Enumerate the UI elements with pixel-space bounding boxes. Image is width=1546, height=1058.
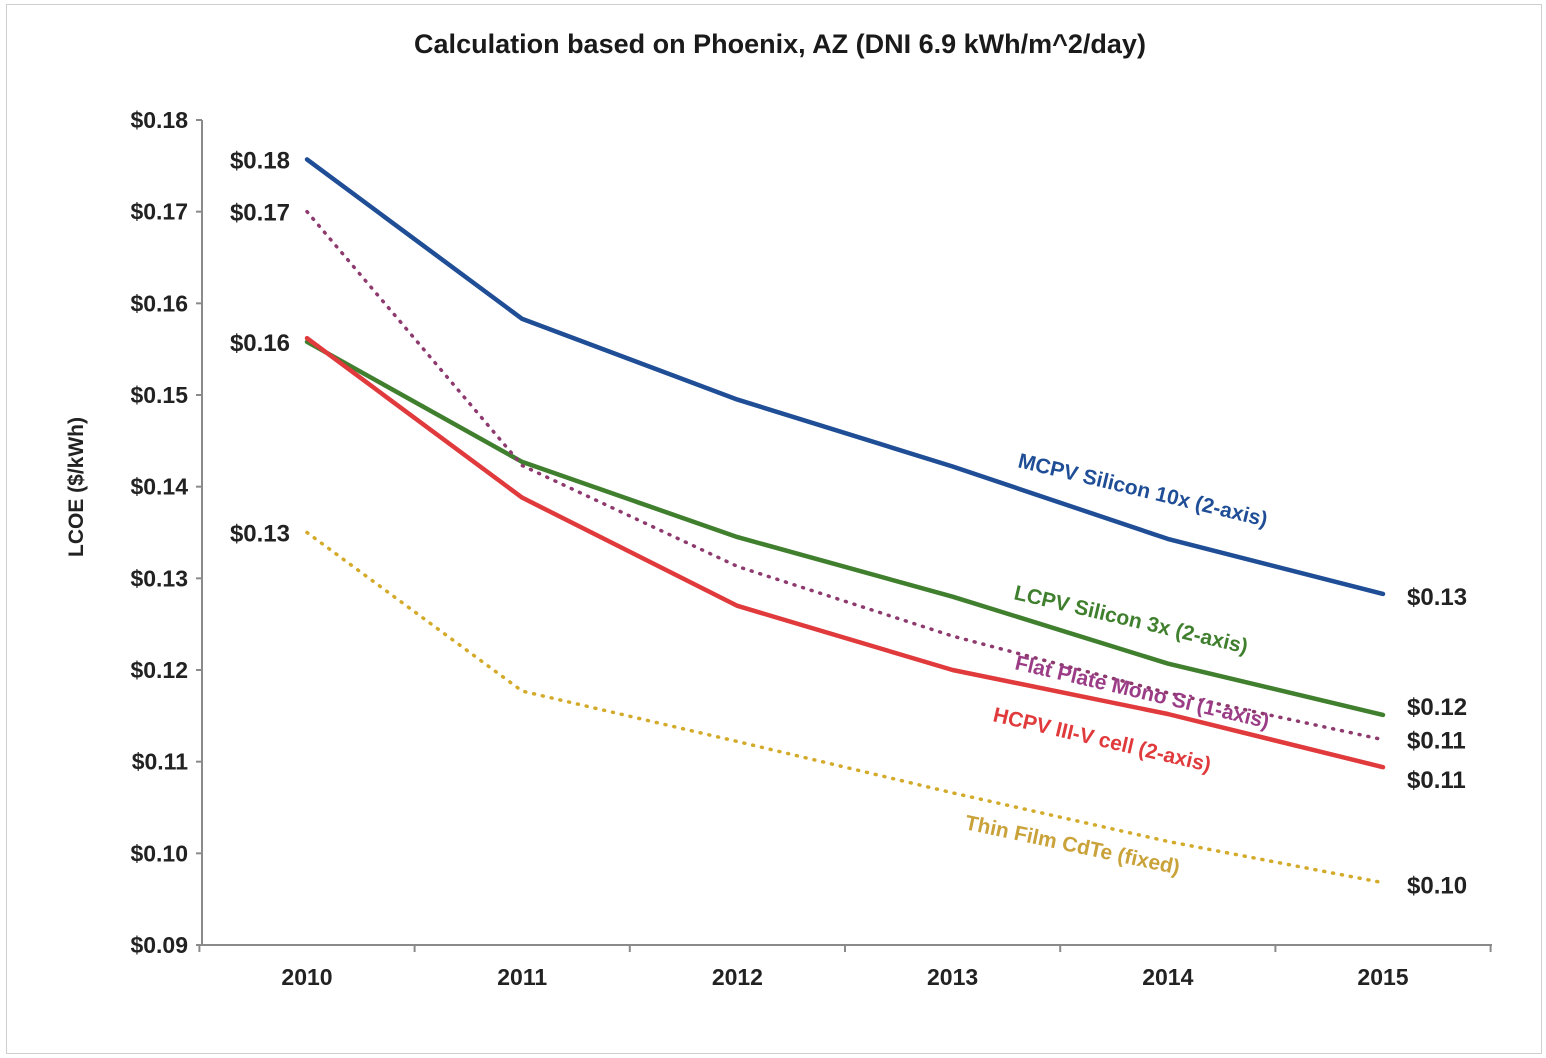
start-value-label: $0.13 [230, 521, 290, 548]
start-value-label: $0.18 [230, 147, 290, 174]
series-name-label: HCPV III-V cell (2-axis) [991, 703, 1213, 776]
series-line [305, 209, 1385, 742]
y-tick-label: $0.15 [130, 382, 188, 408]
x-tick-label: 2012 [712, 964, 763, 990]
y-tick-label: $0.18 [130, 107, 188, 133]
y-tick-label: $0.11 [132, 749, 188, 775]
x-axis-ticks: 2010 2011 2012 2013 2014 2015 [198, 945, 1492, 990]
series-lines [304, 157, 1386, 885]
chart-frame: Calculation based on Phoenix, AZ (DNI 6.… [6, 4, 1542, 1054]
chart-title: Calculation based on Phoenix, AZ (DNI 6.… [414, 29, 1146, 59]
series-line [304, 339, 1386, 718]
x-tick-label: 2010 [281, 964, 332, 990]
end-value-label: $0.11 [1407, 767, 1466, 794]
end-value-label: $0.13 [1407, 584, 1467, 611]
start-value-label: $0.16 [230, 330, 290, 357]
end-value-label: $0.10 [1407, 873, 1467, 900]
y-tick-label: $0.17 [130, 199, 188, 225]
y-tick-label: $0.09 [130, 932, 188, 958]
series-name-label: MCPV Silicon 10x (2-axis) [1016, 449, 1270, 531]
x-tick-label: 2011 [497, 964, 547, 990]
y-tick-label: $0.14 [130, 474, 188, 500]
y-tick-label: $0.10 [130, 840, 188, 866]
x-tick-label: 2013 [927, 964, 978, 990]
x-tick-label: 2015 [1357, 964, 1408, 990]
y-tick-label: $0.12 [130, 657, 188, 683]
y-tick-label: $0.16 [130, 290, 188, 316]
end-value-label: $0.11 [1407, 728, 1466, 755]
y-axis-label: LCOE ($/kWh) [65, 417, 88, 557]
y-tick-label: $0.13 [130, 565, 188, 591]
line-chart: Calculation based on Phoenix, AZ (DNI 6.… [65, 29, 1492, 990]
series-line [304, 335, 1386, 770]
series-line [304, 157, 1386, 597]
x-tick-label: 2014 [1142, 964, 1193, 990]
series-name-label: Thin Film CdTe (fixed) [963, 811, 1182, 879]
series-name-label: LCPV Silicon 3x (2-axis) [1012, 581, 1250, 658]
axes [201, 120, 1492, 946]
start-value-label: $0.17 [230, 200, 290, 227]
y-axis-ticks: $0.09 $0.10 $0.11 $0.12 $0.13 $0.14 $0.15 $0.16… [130, 107, 202, 958]
data-labels: $0.18 $0.13 $0.16 $0.12 $0.17 $0.11 $0.11 $0.13… [230, 147, 1467, 899]
end-value-label: $0.12 [1407, 694, 1467, 721]
